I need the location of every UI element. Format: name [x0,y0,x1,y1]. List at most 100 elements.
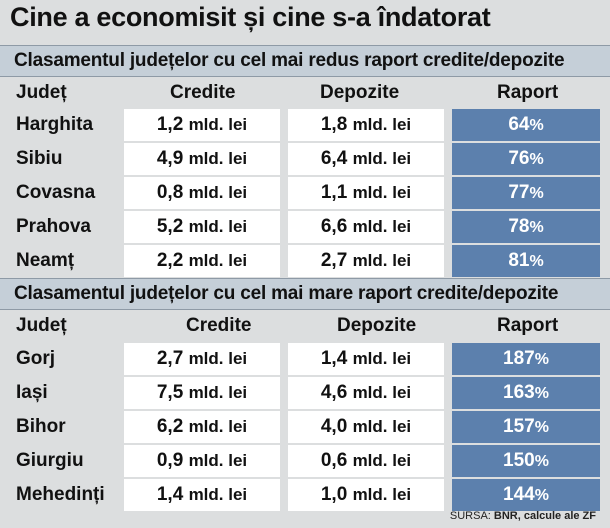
raport-value: 187 [503,348,535,369]
depozite-cell: 1,8 mld. lei [288,109,444,141]
table-row: Gorj 2,7 mld. lei 1,4 mld. lei 187% [0,343,610,375]
percent-sign: % [534,487,549,504]
table-row: Bihor 6,2 mld. lei 4,0 mld. lei 157% [0,411,610,443]
depozite-value: 1,8 [320,114,348,135]
credite-cell: 0,9 mld. lei [124,445,280,477]
column-header-row: Județ Credite Depozite Raport [0,78,610,108]
unit-label: mld. lei [188,451,248,470]
judet-name: Gorj [16,348,56,369]
depozite-cell: 1,1 mld. lei [288,177,444,209]
judet-name: Giurgiu [16,450,84,471]
credite-cell: 2,7 mld. lei [124,343,280,375]
percent-sign: % [529,219,544,236]
percent-sign: % [534,453,549,470]
unit-label: mld. lei [188,217,248,236]
credite-value: 0,9 [156,450,184,471]
header-depozite: Depozite [337,315,417,336]
section-title-lowest: Clasamentul județelor cu cel mai redus r… [0,45,610,77]
percent-sign: % [529,185,544,202]
unit-label: mld. lei [188,417,248,436]
header-credite: Credite [186,315,252,336]
raport-value: 157 [503,416,535,437]
raport-cell: 81% [452,245,600,277]
unit-label: mld. lei [188,115,248,134]
credite-cell: 6,2 mld. lei [124,411,280,443]
raport-cell: 78% [452,211,600,243]
judet-name: Harghita [16,114,94,135]
header-raport: Raport [497,315,559,336]
raport-cell: 64% [452,109,600,141]
unit-label: mld. lei [188,349,248,368]
unit-label: mld. lei [352,217,412,236]
column-header-row: Județ Credite Depozite Raport [0,311,610,341]
credite-value: 4,9 [156,148,184,169]
source-note: SURSA: BNR, calcule ale ZF [450,510,596,522]
source-prefix: SURSA: [449,510,494,522]
depozite-value: 6,6 [320,216,348,237]
unit-label: mld. lei [352,451,412,470]
depozite-value: 1,4 [320,348,348,369]
raport-cell: 163% [452,377,600,409]
depozite-cell: 0,6 mld. lei [288,445,444,477]
raport-cell: 157% [452,411,600,443]
depozite-value: 6,4 [320,148,348,169]
percent-sign: % [534,419,549,436]
unit-label: mld. lei [352,383,412,402]
header-judet: Județ [16,315,67,336]
credite-value: 1,2 [156,114,184,135]
section-title-highest: Clasamentul județelor cu cel mai mare ra… [0,278,610,310]
raport-cell: 77% [452,177,600,209]
depozite-cell: 6,6 mld. lei [288,211,444,243]
table-row: Giurgiu 0,9 mld. lei 0,6 mld. lei 150% [0,445,610,477]
percent-sign: % [529,253,544,270]
depozite-cell: 6,4 mld. lei [288,143,444,175]
percent-sign: % [534,385,549,402]
depozite-cell: 4,6 mld. lei [288,377,444,409]
judet-name: Covasna [16,182,96,203]
source-text: BNR, calcule ale ZF [493,510,596,522]
credite-value: 5,2 [156,216,184,237]
table-row: Iași 7,5 mld. lei 4,6 mld. lei 163% [0,377,610,409]
depozite-cell: 2,7 mld. lei [288,245,444,277]
credite-cell: 5,2 mld. lei [124,211,280,243]
depozite-value: 4,0 [320,416,348,437]
table-row: Covasna 0,8 mld. lei 1,1 mld. lei 77% [0,177,610,209]
credite-value: 6,2 [156,416,184,437]
judet-name: Mehedinți [16,484,105,505]
unit-label: mld. lei [188,149,248,168]
depozite-value: 1,1 [320,182,348,203]
percent-sign: % [534,351,549,368]
depozite-cell: 4,0 mld. lei [288,411,444,443]
table-row: Harghita 1,2 mld. lei 1,8 mld. lei 64% [0,109,610,141]
raport-value: 77 [508,182,530,203]
raport-value: 81 [508,250,530,271]
judet-name: Sibiu [16,148,63,169]
judet-name: Neamț [16,250,75,271]
credite-cell: 0,8 mld. lei [124,177,280,209]
raport-value: 78 [508,216,530,237]
raport-value: 163 [503,382,535,403]
unit-label: mld. lei [352,149,412,168]
depozite-cell: 1,0 mld. lei [288,479,444,511]
percent-sign: % [529,117,544,134]
unit-label: mld. lei [352,115,412,134]
header-depozite: Depozite [320,82,400,103]
credite-value: 7,5 [156,382,184,403]
page-title: Cine a economisit și cine s-a îndatorat [10,2,491,32]
depozite-value: 4,6 [320,382,348,403]
unit-label: mld. lei [352,349,412,368]
depozite-value: 0,6 [320,450,348,471]
raport-value: 144 [503,484,535,505]
credite-value: 2,2 [156,250,184,271]
unit-label: mld. lei [188,485,248,504]
credite-cell: 2,2 mld. lei [124,245,280,277]
header-raport: Raport [497,82,559,103]
unit-label: mld. lei [352,183,412,202]
header-credite: Credite [170,82,236,103]
table-row: Sibiu 4,9 mld. lei 6,4 mld. lei 76% [0,143,610,175]
judet-name: Prahova [16,216,91,237]
unit-label: mld. lei [352,251,412,270]
raport-cell: 76% [452,143,600,175]
credite-value: 2,7 [156,348,184,369]
